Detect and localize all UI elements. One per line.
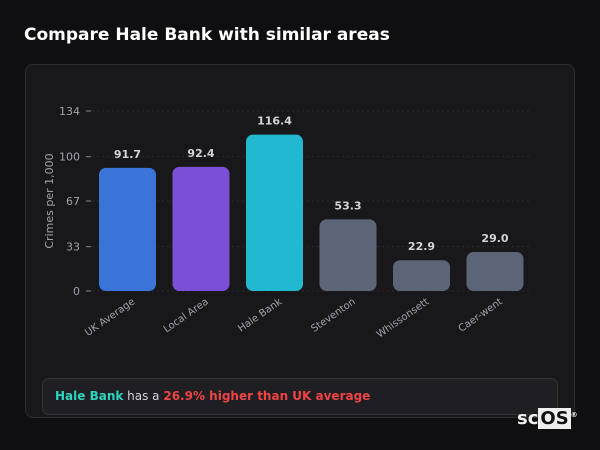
value-label: 53.3 [334,199,361,212]
logo: sc OS ® [517,408,578,429]
x-tick-label: Caer-went [457,296,505,334]
bar-caer-went [466,252,524,291]
value-label: 29.0 [481,232,508,245]
summary-box: Hale Bank has a 26.9% higher than UK ave… [42,378,558,415]
x-tick-label: UK Average [83,296,137,338]
bar-steventon [319,219,377,291]
value-label: 22.9 [408,240,435,253]
bar-whissonsett [393,260,450,291]
summary-text: has a [123,389,164,403]
bar-hale-bank [246,134,303,291]
x-tick-label: Local Area [162,296,211,335]
y-axis-label: Crimes per 1,000 [43,153,56,248]
value-label: 91.7 [114,148,141,161]
x-tick-label: Whissonsett [375,296,431,340]
area-name: Hale Bank [55,389,124,403]
y-tick-label: 67 [66,195,80,208]
bar-local-area [172,166,230,291]
value-label: 116.4 [257,115,292,128]
y-tick-label: 0 [73,285,80,298]
comparison-highlight: 26.9% higher than UK average [163,389,371,403]
y-tick-label: 100 [59,151,80,164]
page-title: Compare Hale Bank with similar areas [24,25,390,45]
value-label: 92.4 [187,147,214,160]
x-tick-label: Steventon [309,296,357,334]
bar-uk-average [99,167,156,291]
x-tick-label: Hale Bank [236,296,284,334]
y-tick-label: 134 [59,105,80,118]
y-tick-label: 33 [66,241,80,254]
